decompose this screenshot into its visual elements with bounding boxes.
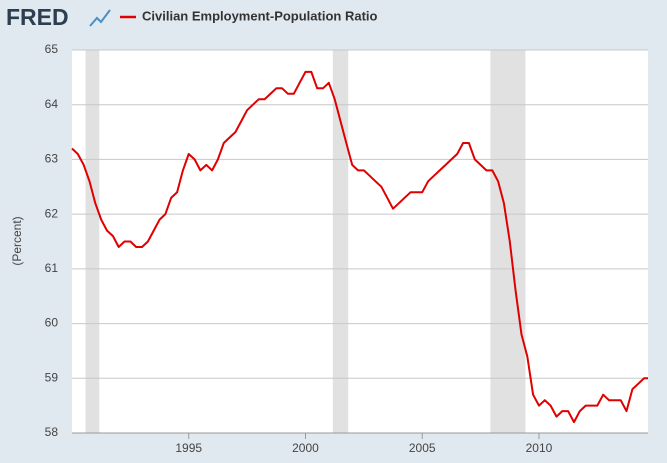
- y-tick-label: 65: [45, 42, 59, 56]
- recession-band: [490, 50, 526, 433]
- x-tick-label: 2010: [526, 441, 553, 455]
- y-tick-label: 61: [45, 261, 59, 275]
- y-tick-label: 64: [45, 97, 59, 111]
- y-tick-label: 63: [45, 152, 59, 166]
- x-tick-label: 2000: [292, 441, 319, 455]
- y-tick-label: 62: [45, 206, 59, 220]
- chart-title: Civilian Employment-Population Ratio: [142, 8, 378, 23]
- y-axis-label: (Percent): [10, 216, 24, 265]
- logo-icon: [89, 9, 111, 27]
- recession-band: [332, 50, 349, 433]
- recession-band: [85, 50, 100, 433]
- y-tick-label: 59: [45, 370, 59, 384]
- data-line: [71, 70, 648, 424]
- x-tick-label: 2005: [409, 441, 436, 455]
- brand-logo: FRED: [6, 4, 69, 30]
- plot-area: [72, 50, 648, 433]
- y-tick-label: 58: [45, 425, 59, 439]
- y-tick-label: 60: [45, 316, 59, 330]
- x-tick-label: 1995: [175, 441, 202, 455]
